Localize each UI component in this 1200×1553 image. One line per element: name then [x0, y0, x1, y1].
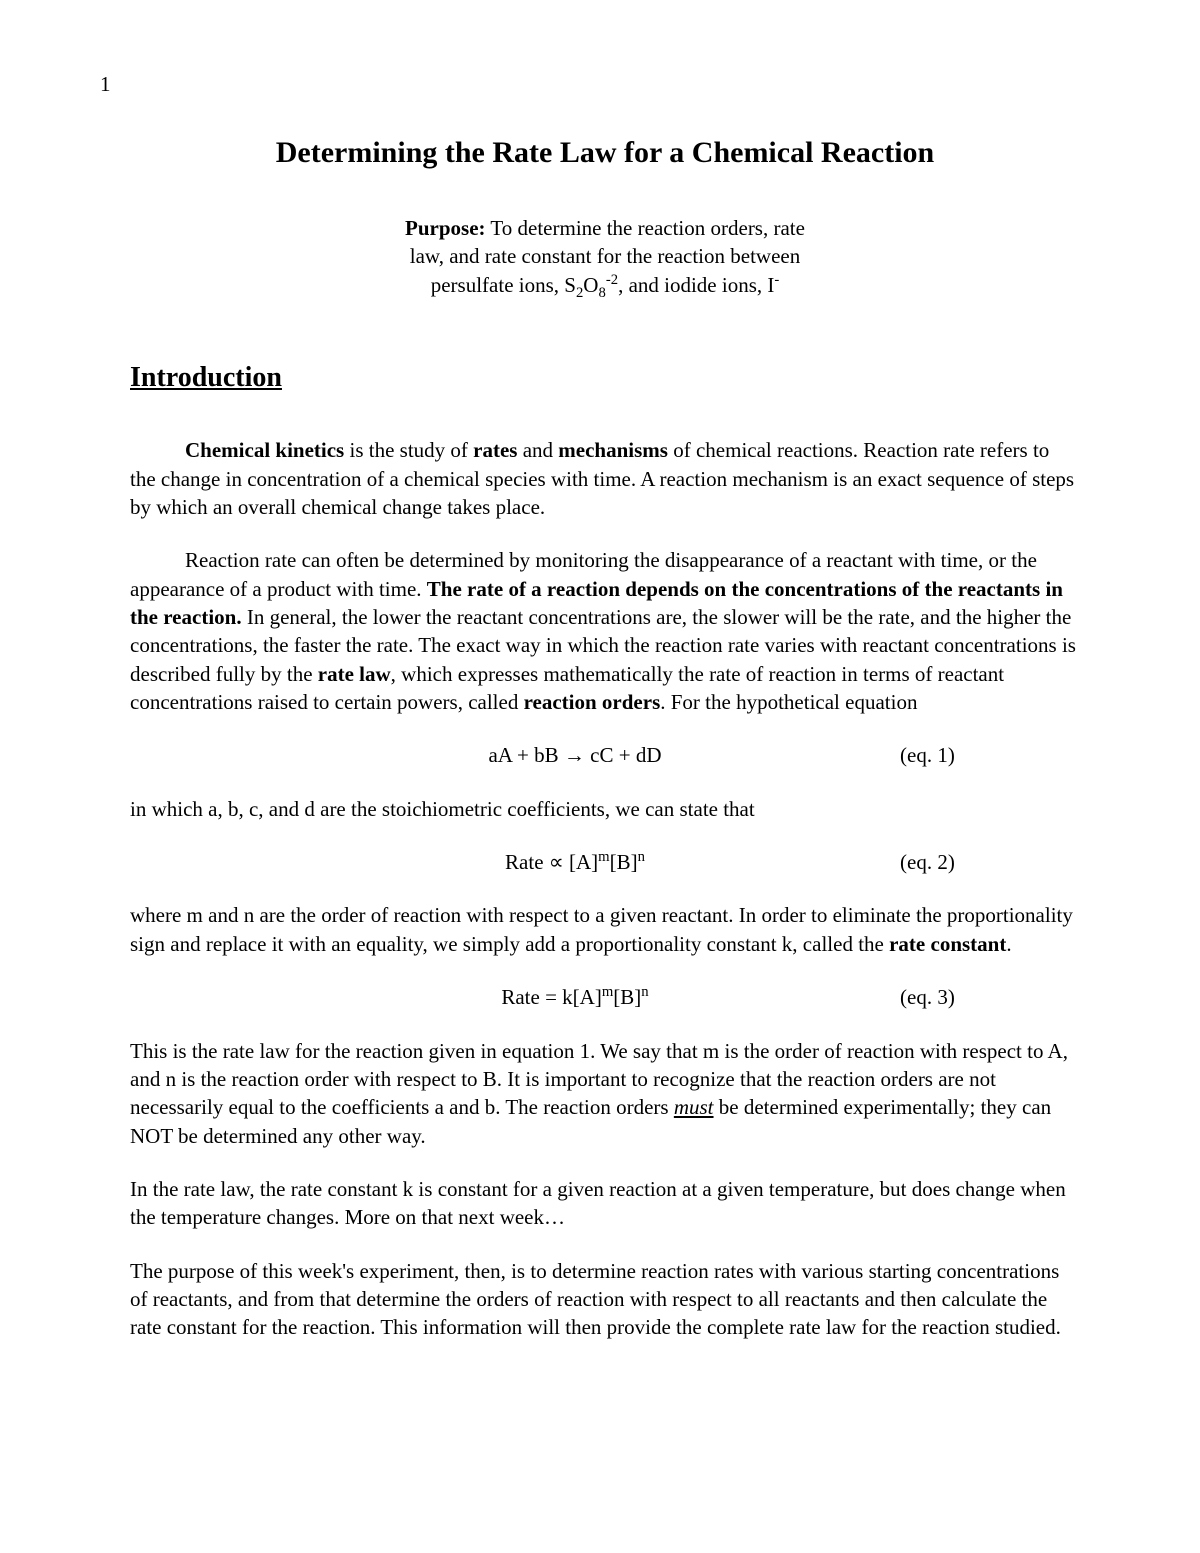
purpose-sub-2: 8: [598, 285, 605, 301]
text: .: [1006, 932, 1011, 956]
bold-reaction-orders: reaction orders: [524, 690, 661, 714]
eq3-sup1: m: [602, 984, 613, 1000]
bold-rate-constant: rate constant: [889, 932, 1006, 956]
eq3-mid: [B]: [613, 985, 641, 1009]
purpose-text-2: law, and rate constant for the reaction …: [410, 244, 800, 268]
intro-paragraph-2: Reaction rate can often be determined by…: [130, 546, 1080, 716]
purpose-text-3b: O: [583, 273, 598, 297]
document-title: Determining the Rate Law for a Chemical …: [130, 133, 1080, 174]
purpose-block: Purpose: To determine the reaction order…: [325, 214, 885, 304]
intro-paragraph-4: where m and n are the order of reaction …: [130, 901, 1080, 958]
bold-mechanisms: mechanisms: [558, 438, 668, 462]
equation-2-label: (eq. 2): [900, 848, 1080, 876]
intro-paragraph-7: The purpose of this week's experiment, t…: [130, 1257, 1080, 1342]
intro-paragraph-1: Chemical kinetics is the study of rates …: [130, 436, 1080, 521]
purpose-sup-2: -: [774, 272, 779, 288]
equation-1-row: aA + bB → cC + dD (eq. 1): [130, 741, 1080, 769]
page-number: 1: [100, 70, 1080, 98]
eq3-pre: Rate = k[A]: [501, 985, 601, 1009]
equation-1-label: (eq. 1): [900, 741, 1080, 769]
equation-2-content: Rate ∝ [A]m[B]n: [130, 848, 900, 876]
intro-paragraph-6: In the rate law, the rate constant k is …: [130, 1175, 1080, 1232]
text: and: [517, 438, 558, 462]
eq2-pre: Rate ∝ [A]: [505, 850, 598, 874]
intro-paragraph-3: in which a, b, c, and d are the stoichio…: [130, 795, 1080, 823]
section-heading-introduction: Introduction: [130, 359, 1080, 397]
bold-rate-law: rate law: [318, 662, 391, 686]
text: is the study of: [344, 438, 473, 462]
eq3-sup2: n: [641, 984, 648, 1000]
equation-3-content: Rate = k[A]m[B]n: [130, 983, 900, 1011]
purpose-text-1: To determine the reaction orders, rate: [486, 216, 805, 240]
eq2-mid: [B]: [610, 850, 638, 874]
intro-paragraph-5: This is the rate law for the reaction gi…: [130, 1037, 1080, 1150]
equation-3-row: Rate = k[A]m[B]n (eq. 3): [130, 983, 1080, 1011]
eq2-sup2: n: [638, 849, 645, 865]
purpose-sup-1: -2: [606, 272, 618, 288]
bold-chemical-kinetics: Chemical kinetics: [185, 438, 344, 462]
equation-2-row: Rate ∝ [A]m[B]n (eq. 2): [130, 848, 1080, 876]
text: . For the hypothetical equation: [660, 690, 917, 714]
purpose-text-3a: persulfate ions, S: [431, 273, 576, 297]
equation-1-content: aA + bB → cC + dD: [130, 741, 900, 769]
equation-3-label: (eq. 3): [900, 983, 1080, 1011]
bold-rates: rates: [473, 438, 517, 462]
purpose-text-3c: , and iodide ions, I: [618, 273, 774, 297]
purpose-label: Purpose:: [405, 216, 486, 240]
italic-must: must: [674, 1095, 714, 1119]
eq2-sup1: m: [598, 849, 609, 865]
